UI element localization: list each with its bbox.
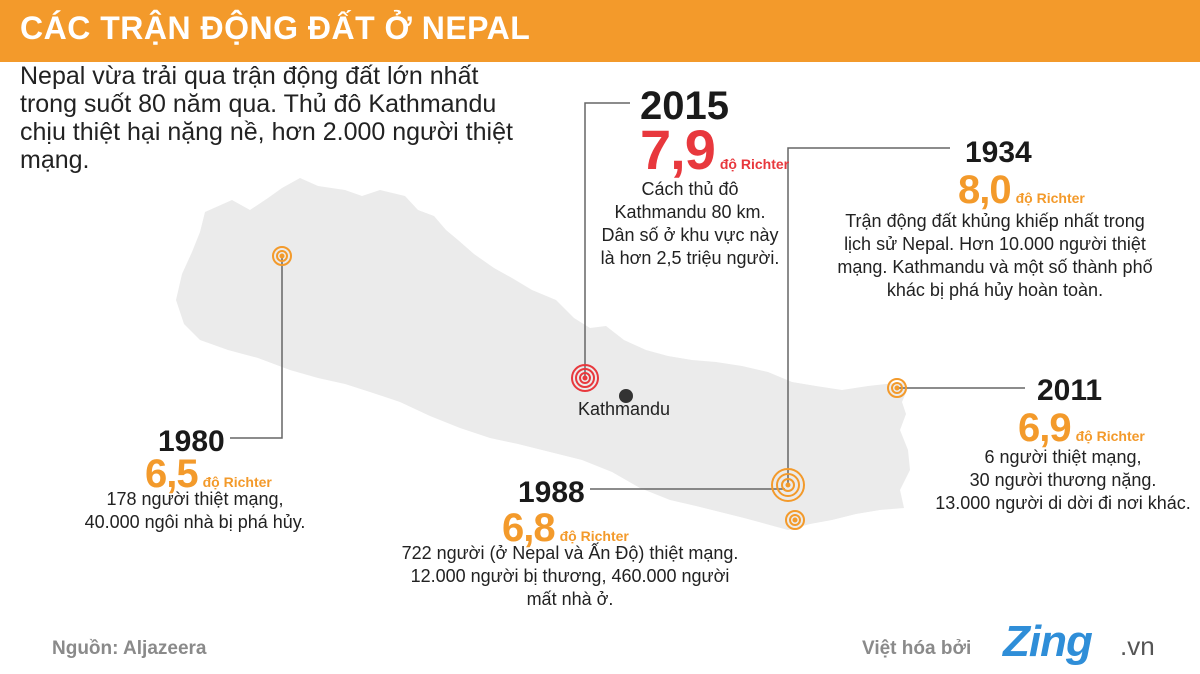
epicenter-2015-icon bbox=[571, 364, 599, 392]
desc-line: 12.000 người bị thương, 460.000 người bbox=[410, 566, 730, 586]
magnitude-value: 7,9 bbox=[640, 118, 716, 181]
year-1934: 1934 bbox=[965, 136, 1032, 169]
leader-line-1934 bbox=[787, 147, 950, 485]
credit-text: Việt hóa bởi bbox=[862, 638, 972, 659]
year-1988: 1988 bbox=[518, 476, 585, 509]
year-1980: 1980 bbox=[158, 425, 225, 458]
magnitude-1980: 6,5 độ Richter bbox=[145, 454, 272, 502]
header-bar: CÁC TRẬN ĐỘNG ĐẤT Ở NEPAL bbox=[0, 0, 1200, 62]
desc-line: Dân số ở khu vực này bbox=[601, 225, 779, 245]
leader-line-2015 bbox=[584, 102, 630, 378]
desc-line: mất nhà ở. bbox=[526, 589, 614, 609]
desc-1980: 178 người thiệt mạng, 40.000 ngôi nhà bị… bbox=[70, 488, 320, 534]
desc-2011: 6 người thiệt mạng, 30 người thương nặng… bbox=[930, 446, 1196, 515]
desc-line: Cách thủ đô bbox=[641, 179, 739, 199]
richter-unit: độ Richter bbox=[1015, 190, 1085, 206]
epicenter-2011-icon bbox=[887, 378, 907, 398]
desc-line: 178 người thiệt mạng, bbox=[106, 489, 284, 509]
desc-2015: Cách thủ đô Kathmandu 80 km. Dân số ở kh… bbox=[585, 178, 795, 270]
logo-main-text: Zing bbox=[1003, 617, 1093, 666]
logo-suffix-text: .vn bbox=[1120, 631, 1155, 661]
desc-1988: 722 người (ở Nepal và Ấn Độ) thiệt mạng.… bbox=[380, 542, 760, 611]
magnitude-value: 8,0 bbox=[958, 168, 1012, 212]
richter-unit: độ Richter bbox=[559, 528, 629, 544]
magnitude-value: 6,5 bbox=[145, 452, 199, 496]
magnitude-value: 6,9 bbox=[1018, 406, 1072, 450]
desc-line: lịch sử Nepal. Hơn 10.000 người thiệt bbox=[844, 234, 1146, 254]
desc-line: Kathmandu 80 km. bbox=[614, 202, 766, 222]
magnitude-value: 6,8 bbox=[502, 506, 556, 550]
magnitude-1988: 6,8 độ Richter bbox=[502, 508, 629, 556]
source-note: Nguồn: Aljazeera bbox=[52, 638, 207, 659]
desc-line: 30 người thương nặng. bbox=[969, 470, 1157, 490]
desc-line: Trận động đất khủng khiếp nhất trong bbox=[845, 211, 1145, 231]
intro-text: Nepal vừa trải qua trận động đất lớn nhấ… bbox=[20, 62, 513, 174]
nepal-map-shape bbox=[176, 178, 910, 530]
desc-line: 13.000 người di dời đi nơi khác. bbox=[935, 493, 1191, 513]
kathmandu-marker-icon bbox=[619, 389, 633, 403]
page-title: CÁC TRẬN ĐỘNG ĐẤT Ở NEPAL bbox=[20, 10, 531, 46]
year-2011: 2011 bbox=[1037, 374, 1103, 407]
epicenter-1934-icon bbox=[771, 468, 805, 502]
magnitude-1934: 8,0 độ Richter bbox=[958, 170, 1085, 218]
magnitude-2015: 7,9 độ Richter bbox=[640, 122, 789, 192]
desc-line: 722 người (ở Nepal và Ấn Độ) thiệt mạng. bbox=[401, 543, 739, 563]
leader-line-1980 bbox=[230, 256, 283, 439]
epicenter-1988-icon bbox=[785, 510, 805, 530]
zing-logo: Zing .vn bbox=[1003, 617, 1173, 667]
desc-line: mạng. Kathmandu và một số thành phố bbox=[837, 257, 1153, 277]
year-2015: 2015 bbox=[640, 84, 729, 128]
desc-line: 40.000 ngôi nhà bị phá hủy. bbox=[84, 512, 306, 532]
magnitude-2011: 6,9 độ Richter bbox=[1018, 408, 1145, 456]
desc-line: 6 người thiệt mạng, bbox=[984, 447, 1142, 467]
desc-line: khác bị phá hủy hoàn toàn. bbox=[886, 280, 1104, 300]
desc-line: là hơn 2,5 triệu người. bbox=[600, 248, 780, 268]
kathmandu-label: Kathmandu bbox=[578, 399, 671, 419]
richter-unit: độ Richter bbox=[1075, 428, 1145, 444]
desc-1934: Trận động đất khủng khiếp nhất trong lịc… bbox=[820, 210, 1170, 302]
richter-unit: độ Richter bbox=[202, 474, 272, 490]
epicenter-1980-icon bbox=[272, 246, 292, 266]
richter-unit: độ Richter bbox=[719, 156, 790, 172]
